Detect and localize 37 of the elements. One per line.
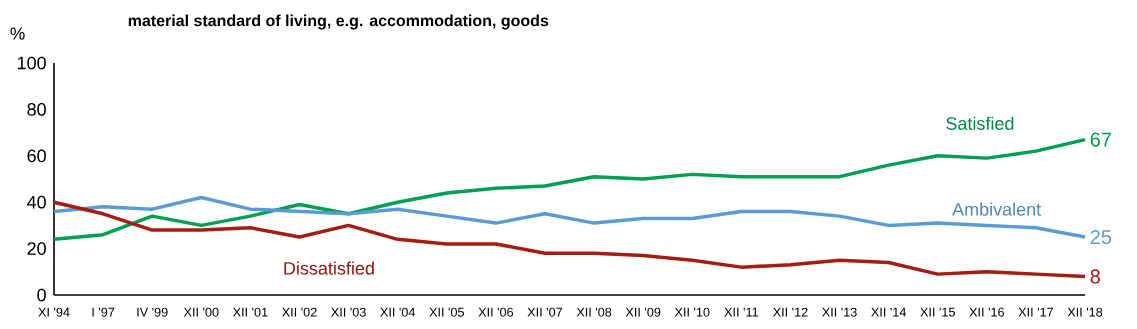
y-tick-label: 40 (27, 195, 46, 209)
y-tick-label: 80 (27, 103, 46, 116)
x-tick-label: XII '02 (282, 307, 317, 317)
data-label: 67 (1090, 132, 1111, 147)
x-tick-label: XII '14 (871, 307, 906, 317)
y-tick-label: 100 (17, 56, 46, 70)
series-label: Ambivalent (952, 202, 1042, 216)
x-tick-label: XII '17 (1018, 307, 1054, 317)
x-tick-label: XII '15 (920, 307, 955, 317)
x-tick-label: XII '07 (527, 307, 563, 317)
x-tick-label: XII '04 (380, 307, 416, 317)
x-tick-label: XI '94 (38, 307, 70, 317)
x-tick-label: XII '01 (232, 307, 268, 317)
line-series (52, 200, 1087, 279)
x-tick-label: XII '00 (183, 307, 219, 317)
x-tick-label: XII '13 (822, 307, 857, 317)
x-tick-label: XII '08 (576, 307, 612, 317)
y-tick-label: 20 (27, 242, 46, 255)
x-tick-label: XII '06 (478, 307, 514, 317)
data-label: 8 (1090, 269, 1100, 284)
x-tick-label: XII '16 (969, 307, 1005, 317)
y-axis-title: % (10, 27, 25, 40)
series-label: Satisfied (946, 116, 1014, 130)
x-tick-label: I '97 (92, 307, 115, 317)
x-tick-label: XII '10 (674, 307, 710, 317)
y-tick-label: 60 (27, 149, 46, 163)
x-tick-label: XII '03 (331, 307, 366, 317)
x-tick-label: XII '11 (724, 307, 759, 317)
chart-title: material standard of living, e.g. accommodation, goods (128, 14, 549, 30)
x-tick-label: XII '05 (429, 307, 464, 317)
data-label: 25 (1090, 229, 1112, 245)
x-tick-label: IV '99 (137, 307, 168, 317)
x-tick-label: XII '18 (1067, 307, 1103, 317)
series-label: Dissatisfied (284, 261, 374, 275)
x-tick-label: XII '12 (772, 307, 808, 317)
x-tick-label: XII '09 (625, 307, 661, 317)
y-tick-label: 0 (37, 288, 46, 302)
